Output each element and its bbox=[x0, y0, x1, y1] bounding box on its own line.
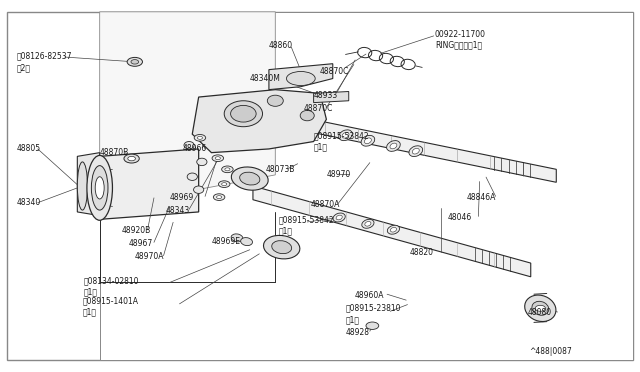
Ellipse shape bbox=[361, 135, 375, 146]
Ellipse shape bbox=[387, 225, 399, 234]
Ellipse shape bbox=[342, 132, 349, 138]
Ellipse shape bbox=[239, 172, 260, 185]
Circle shape bbox=[124, 154, 140, 163]
Ellipse shape bbox=[196, 158, 207, 166]
Circle shape bbox=[535, 305, 545, 311]
Text: 48870A: 48870A bbox=[310, 200, 340, 209]
Text: 00922-11700
RINGリング（1）: 00922-11700 RINGリング（1） bbox=[435, 29, 486, 49]
FancyBboxPatch shape bbox=[7, 12, 633, 360]
Text: Ⓦ08915-53842
（1）: Ⓦ08915-53842 （1） bbox=[314, 131, 369, 151]
Text: 48967: 48967 bbox=[129, 239, 153, 248]
Text: 48805: 48805 bbox=[17, 144, 41, 153]
Text: 48970A: 48970A bbox=[135, 252, 164, 261]
Text: Ⓑ08126-82537
（2）: Ⓑ08126-82537 （2） bbox=[17, 52, 72, 72]
Circle shape bbox=[215, 157, 220, 160]
Circle shape bbox=[218, 181, 230, 187]
Circle shape bbox=[212, 155, 223, 161]
Text: Ⓦ08915-1401A
（1）: Ⓦ08915-1401A （1） bbox=[83, 296, 138, 317]
Ellipse shape bbox=[390, 227, 397, 232]
Ellipse shape bbox=[268, 95, 284, 106]
Text: ⓘ08915-23810
（1）: ⓘ08915-23810 （1） bbox=[346, 304, 401, 324]
Circle shape bbox=[221, 183, 227, 186]
Text: ^488|0087: ^488|0087 bbox=[529, 347, 572, 356]
Text: 48860: 48860 bbox=[269, 41, 293, 50]
Ellipse shape bbox=[187, 173, 197, 180]
Ellipse shape bbox=[272, 241, 292, 254]
Circle shape bbox=[366, 322, 379, 330]
Ellipse shape bbox=[287, 71, 316, 86]
Text: 48340M: 48340M bbox=[250, 74, 280, 83]
Ellipse shape bbox=[364, 138, 371, 144]
Ellipse shape bbox=[92, 166, 108, 210]
Text: 48073B: 48073B bbox=[266, 165, 295, 174]
Circle shape bbox=[127, 57, 143, 66]
Text: 48820: 48820 bbox=[410, 248, 433, 257]
Text: 48846A: 48846A bbox=[467, 193, 496, 202]
Text: 48080: 48080 bbox=[527, 308, 552, 317]
Text: 48970: 48970 bbox=[326, 170, 351, 179]
Polygon shape bbox=[100, 12, 275, 208]
Text: 48343: 48343 bbox=[166, 206, 189, 215]
Ellipse shape bbox=[339, 130, 353, 141]
Ellipse shape bbox=[532, 301, 548, 315]
Ellipse shape bbox=[387, 141, 400, 151]
Circle shape bbox=[131, 60, 139, 64]
Polygon shape bbox=[269, 64, 333, 90]
Text: 48870B: 48870B bbox=[100, 148, 129, 157]
Text: 48870C: 48870C bbox=[320, 67, 349, 76]
Text: Ⓦ08915-53842
（1）: Ⓦ08915-53842 （1） bbox=[278, 215, 334, 235]
Polygon shape bbox=[314, 92, 349, 103]
Text: 48933: 48933 bbox=[314, 91, 338, 100]
Circle shape bbox=[216, 196, 221, 199]
Circle shape bbox=[194, 135, 205, 141]
Text: 48340: 48340 bbox=[17, 198, 41, 207]
Ellipse shape bbox=[390, 143, 397, 149]
Ellipse shape bbox=[184, 141, 194, 149]
Polygon shape bbox=[100, 149, 198, 219]
Circle shape bbox=[128, 156, 136, 161]
Ellipse shape bbox=[95, 177, 104, 199]
Circle shape bbox=[225, 168, 230, 171]
Ellipse shape bbox=[525, 295, 556, 321]
Ellipse shape bbox=[336, 215, 342, 220]
Text: 48966: 48966 bbox=[182, 144, 207, 153]
Circle shape bbox=[221, 166, 233, 173]
FancyBboxPatch shape bbox=[100, 12, 633, 360]
Ellipse shape bbox=[87, 155, 113, 220]
Polygon shape bbox=[253, 186, 531, 277]
Text: 48920B: 48920B bbox=[122, 226, 151, 235]
Ellipse shape bbox=[409, 146, 422, 157]
Text: 48046: 48046 bbox=[448, 213, 472, 222]
Ellipse shape bbox=[264, 235, 300, 259]
Polygon shape bbox=[275, 112, 556, 182]
Ellipse shape bbox=[77, 162, 88, 210]
Text: 48969E: 48969E bbox=[211, 237, 241, 246]
Ellipse shape bbox=[230, 105, 256, 122]
Ellipse shape bbox=[365, 221, 371, 226]
Text: 48969: 48969 bbox=[170, 193, 194, 202]
Text: Ⓑ08134-02810
（1）: Ⓑ08134-02810 （1） bbox=[84, 276, 140, 296]
Ellipse shape bbox=[241, 238, 252, 246]
Circle shape bbox=[197, 137, 202, 139]
Ellipse shape bbox=[231, 234, 243, 242]
Polygon shape bbox=[77, 153, 100, 216]
Ellipse shape bbox=[193, 186, 204, 193]
Ellipse shape bbox=[300, 110, 314, 121]
Circle shape bbox=[213, 194, 225, 201]
Polygon shape bbox=[192, 90, 326, 153]
Text: 48928: 48928 bbox=[346, 328, 369, 337]
Ellipse shape bbox=[333, 213, 345, 222]
Ellipse shape bbox=[224, 101, 262, 127]
Ellipse shape bbox=[412, 148, 419, 154]
Text: 48960A: 48960A bbox=[355, 291, 385, 300]
Ellipse shape bbox=[362, 219, 374, 228]
Ellipse shape bbox=[231, 167, 268, 190]
Text: 48870C: 48870C bbox=[304, 104, 333, 113]
